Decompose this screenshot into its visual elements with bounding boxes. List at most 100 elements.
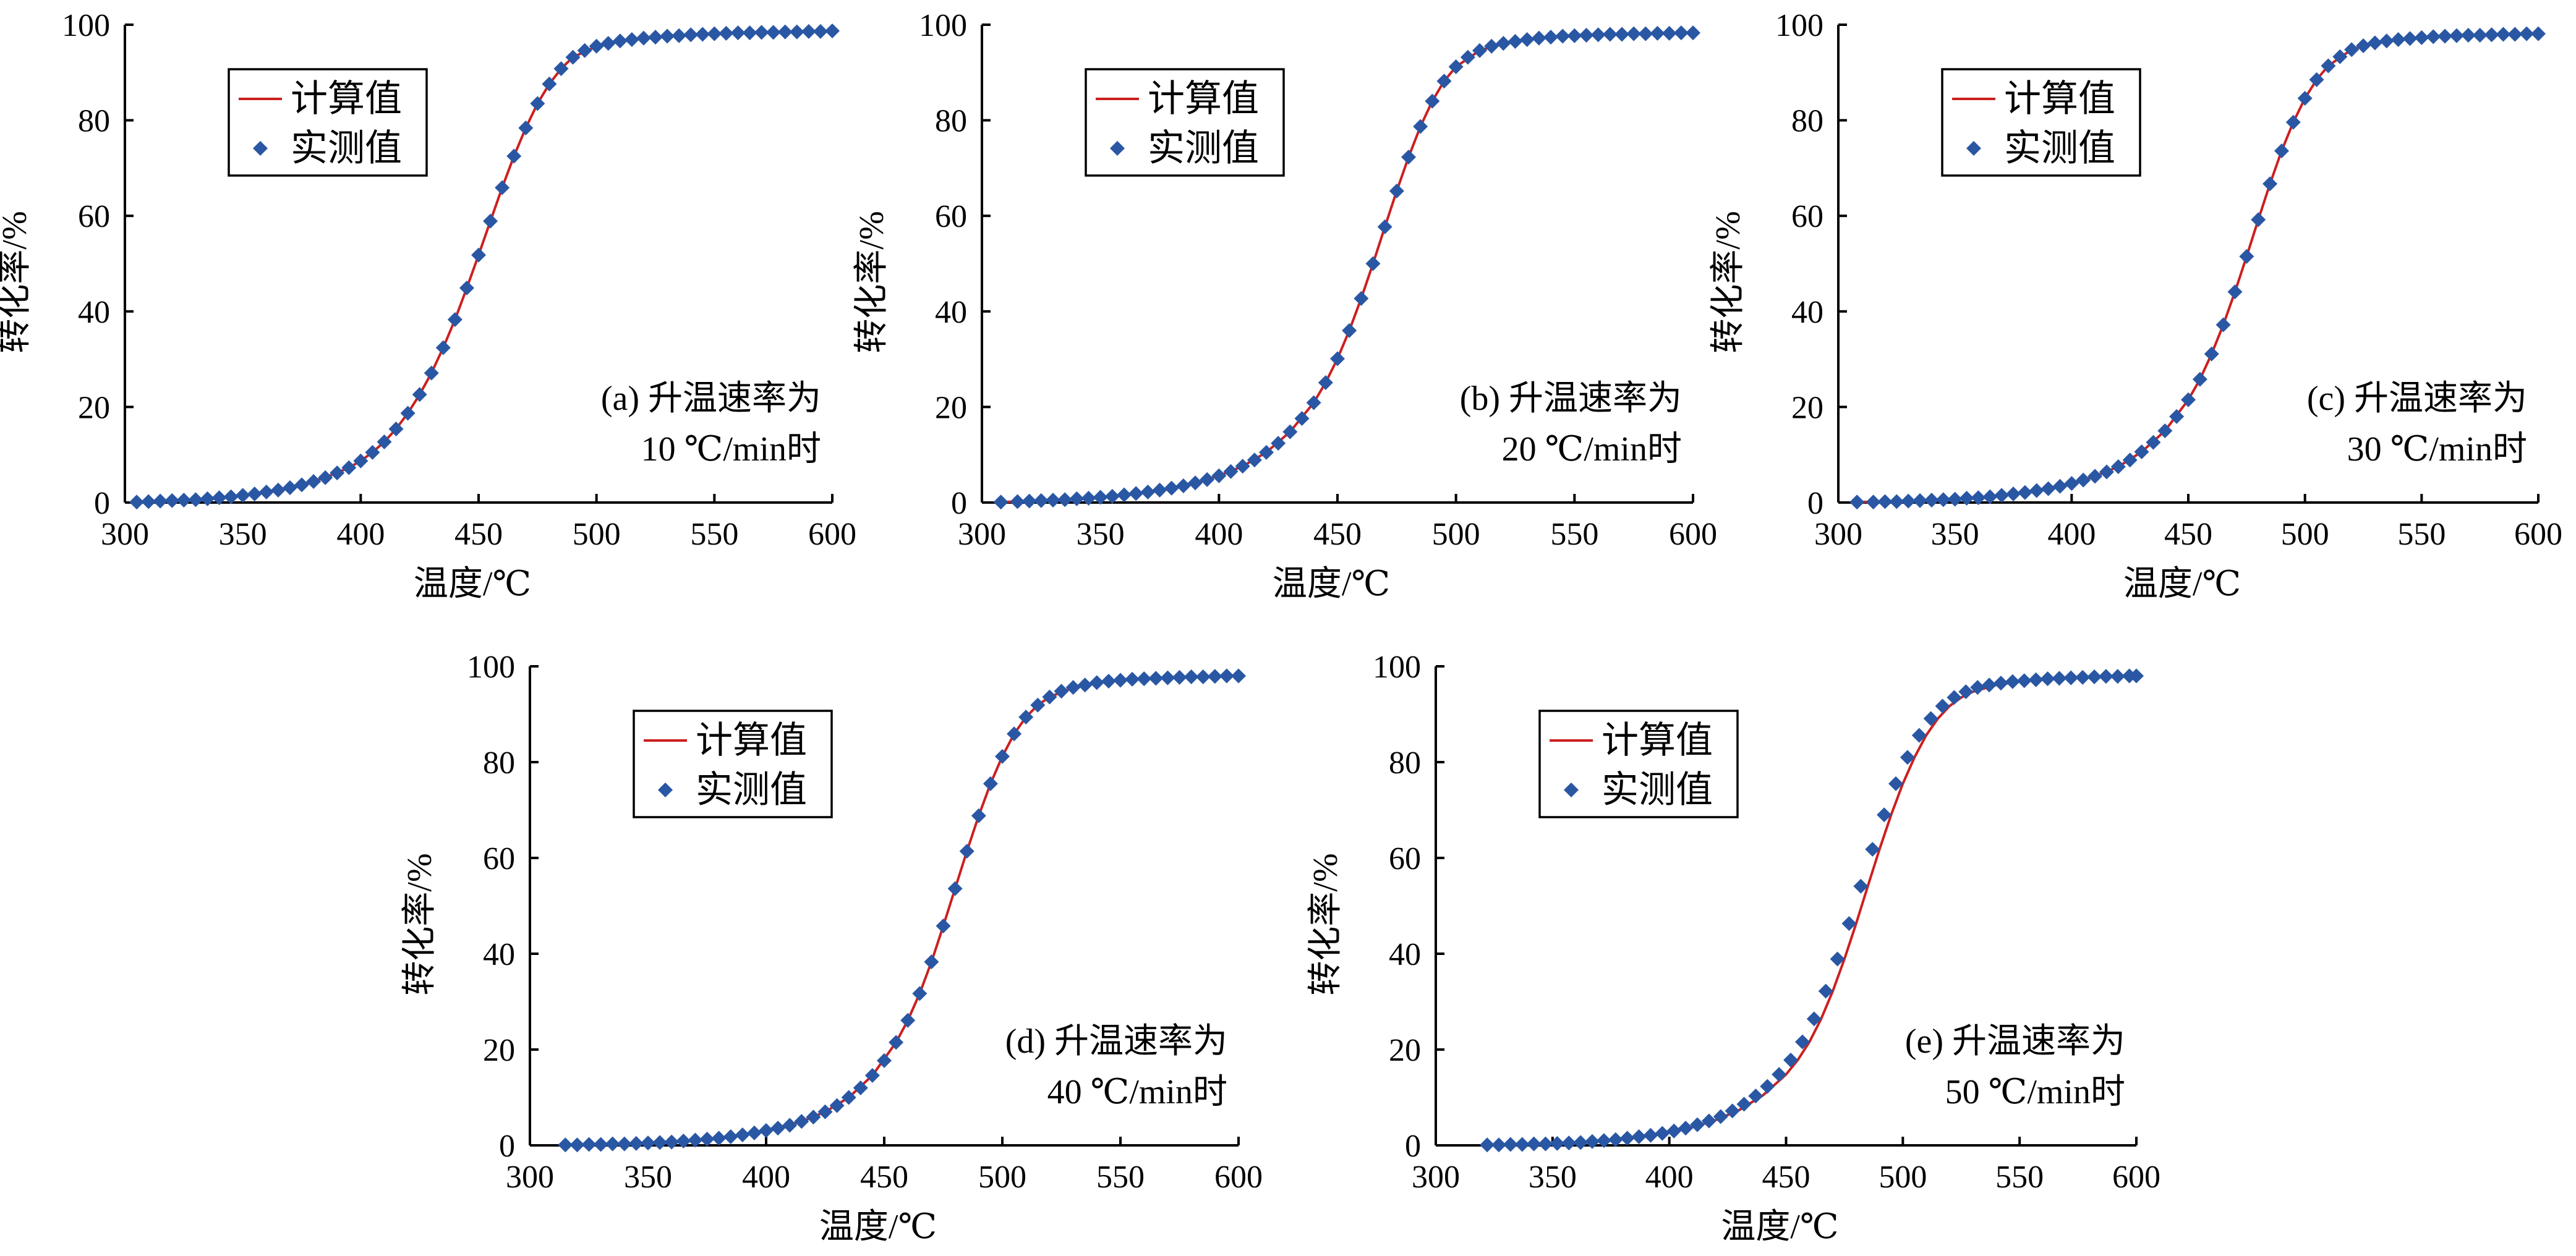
measured-point bbox=[1531, 30, 1546, 46]
measured-point bbox=[2437, 28, 2453, 44]
measured-point bbox=[2192, 371, 2207, 387]
measured-point bbox=[1888, 776, 1904, 791]
measured-point bbox=[1538, 1136, 1553, 1152]
measured-point bbox=[294, 477, 309, 493]
x-tick-label: 550 bbox=[690, 517, 738, 552]
y-tick-label: 0 bbox=[94, 486, 110, 521]
measured-point bbox=[2321, 58, 2336, 74]
measured-point bbox=[1772, 1067, 1787, 1082]
measured-point bbox=[812, 23, 828, 39]
measured-point bbox=[1342, 323, 1357, 338]
measured-point bbox=[1164, 480, 1179, 496]
measured-point bbox=[746, 1125, 762, 1140]
panel-annotation-line2: 20 ℃/min时 bbox=[1502, 430, 1682, 469]
y-axis-title: 转化率/% bbox=[1307, 853, 1345, 995]
measured-point bbox=[794, 1114, 809, 1129]
measured-point bbox=[841, 1090, 856, 1105]
x-tick-label: 450 bbox=[1313, 517, 1362, 552]
measured-point bbox=[1748, 1088, 1764, 1104]
measured-point bbox=[889, 1035, 904, 1050]
measured-point bbox=[1057, 492, 1073, 507]
measured-point bbox=[2239, 248, 2254, 264]
measured-point bbox=[1401, 150, 1416, 165]
y-tick-label: 0 bbox=[1405, 1129, 1421, 1164]
measured-point bbox=[1460, 49, 1475, 65]
y-tick-label: 0 bbox=[499, 1129, 515, 1164]
legend-marker-swatch bbox=[253, 141, 268, 156]
x-tick-label: 500 bbox=[1432, 517, 1480, 552]
measured-point bbox=[330, 465, 345, 481]
measured-point bbox=[1413, 119, 1428, 134]
measured-point bbox=[1701, 1113, 1717, 1129]
measured-point bbox=[447, 312, 463, 327]
measured-point bbox=[735, 1127, 750, 1142]
measured-point bbox=[683, 27, 699, 43]
measured-point bbox=[1841, 916, 1857, 931]
measured-point bbox=[1077, 677, 1093, 693]
chart-panel-d: 300 350 400 450 500 550 600 0 20 40 60 80 100 温度/℃ 转化率… bbox=[401, 650, 1263, 1246]
measured-point bbox=[2507, 27, 2523, 42]
panel-annotation-line2: 40 ℃/min时 bbox=[1047, 1073, 1227, 1111]
y-tick-label: 100 bbox=[1373, 650, 1421, 685]
measured-point bbox=[1550, 1135, 1565, 1151]
y-tick-label: 80 bbox=[1791, 104, 1823, 139]
x-tick-label: 350 bbox=[1529, 1160, 1577, 1195]
measured-point bbox=[1247, 452, 1262, 468]
legend-entry-calculated: 计算值 bbox=[2004, 78, 2115, 119]
y-tick-label: 20 bbox=[1791, 390, 1823, 425]
measured-point bbox=[1947, 491, 1963, 507]
measured-point bbox=[2134, 444, 2149, 460]
x-axis-title: 温度/℃ bbox=[2123, 565, 2241, 603]
x-tick-label: 450 bbox=[1762, 1160, 1810, 1195]
measured-point bbox=[801, 23, 816, 39]
measured-point bbox=[542, 76, 557, 91]
x-tick-label: 600 bbox=[808, 517, 856, 552]
chart-panel-c: 300 350 400 450 500 550 600 0 20 40 60 80 100 温度/℃ 转化率… bbox=[1709, 8, 2562, 603]
measured-point bbox=[1389, 184, 1404, 199]
measured-point bbox=[1503, 1137, 1518, 1152]
measured-point bbox=[2099, 464, 2114, 480]
measured-point bbox=[424, 365, 439, 381]
measured-point bbox=[1673, 25, 1689, 41]
measured-point bbox=[1935, 698, 1950, 714]
measured-point bbox=[660, 28, 675, 44]
measured-point bbox=[2169, 409, 2185, 424]
measured-point bbox=[1223, 464, 1239, 479]
measured-point bbox=[1650, 25, 1665, 41]
measured-point bbox=[1760, 1079, 1775, 1094]
measured-point bbox=[435, 340, 451, 355]
x-axis-title: 温度/℃ bbox=[414, 565, 531, 603]
y-axis-title: 转化率/% bbox=[1709, 211, 1747, 353]
measured-point bbox=[877, 1053, 892, 1068]
x-tick-label: 350 bbox=[1931, 517, 1979, 552]
measured-point bbox=[1018, 710, 1034, 725]
measured-point bbox=[1849, 494, 1865, 510]
measured-point bbox=[789, 24, 804, 40]
measured-point bbox=[2052, 671, 2067, 686]
measured-point bbox=[1195, 669, 1211, 685]
measured-point bbox=[1643, 1127, 1658, 1143]
measured-point bbox=[628, 1135, 644, 1151]
measured-point bbox=[282, 480, 297, 496]
measured-point bbox=[2181, 392, 2196, 407]
measured-point bbox=[377, 434, 392, 449]
measured-point bbox=[770, 1121, 786, 1136]
measured-point bbox=[2157, 423, 2173, 439]
measured-point bbox=[1436, 74, 1452, 89]
y-axis-title: 转化率/% bbox=[401, 853, 439, 995]
measured-point bbox=[2122, 452, 2138, 468]
x-tick-label: 600 bbox=[1669, 517, 1717, 552]
y-tick-label: 100 bbox=[919, 8, 967, 43]
measured-point bbox=[129, 494, 145, 510]
measured-point bbox=[2052, 478, 2068, 494]
y-tick-label: 80 bbox=[1389, 745, 1421, 781]
measured-point bbox=[141, 494, 156, 509]
measured-point bbox=[341, 460, 357, 475]
measured-point bbox=[1638, 26, 1653, 41]
measured-point bbox=[176, 493, 192, 508]
y-tick-label: 40 bbox=[1791, 295, 1823, 330]
legend-box bbox=[1538, 710, 1739, 818]
measured-point bbox=[211, 490, 227, 506]
measured-point bbox=[1235, 459, 1250, 474]
